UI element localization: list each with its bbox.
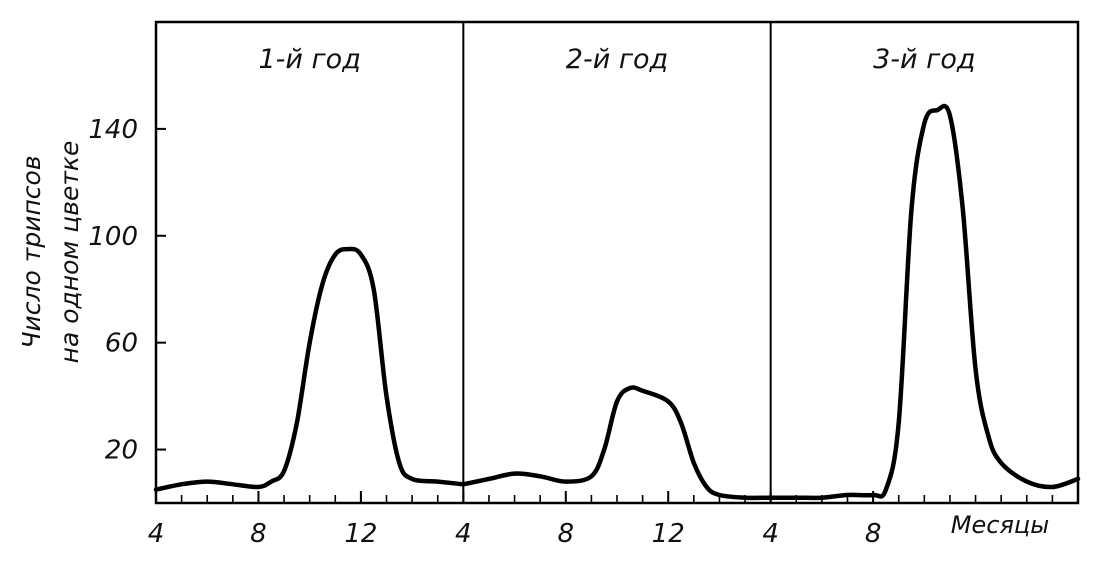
x-tick-label-p1-4: 4: [148, 519, 165, 549]
x-tick-label-p2-8: 8: [558, 519, 575, 549]
thrips-curve-year-3: [768, 103, 1081, 501]
y-tick-label-100: 100: [88, 222, 138, 252]
x-tick-label-p1-12: 12: [344, 519, 377, 549]
x-axis-title: Месяцы: [951, 511, 1049, 539]
y-axis-title-line-2: на одном цветке: [55, 141, 84, 364]
year-label-2: 2-й год: [566, 44, 668, 75]
x-tick-label-p3-4: 4: [762, 519, 779, 549]
year-label-1: 1-й год: [258, 44, 360, 75]
x-tick-label-p3-8: 8: [865, 519, 882, 549]
x-tick-label-p1-8: 8: [250, 519, 267, 549]
y-tick-label-20: 20: [105, 436, 138, 466]
y-tick-label-140: 140: [88, 115, 138, 145]
x-tick-label-p2-12: 12: [652, 519, 685, 549]
y-tick-label-60: 60: [105, 329, 138, 359]
thrips-curve-year-2: [461, 385, 773, 501]
x-tick-label-p2-4: 4: [455, 519, 472, 549]
y-axis-title-line-1: Число трипсов: [17, 155, 46, 348]
thrips-curve-year-1: [153, 246, 466, 492]
year-label-3: 3-й год: [873, 44, 975, 75]
